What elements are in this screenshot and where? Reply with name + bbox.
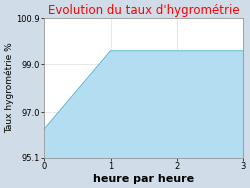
Title: Evolution du taux d'hygrométrie: Evolution du taux d'hygrométrie — [48, 4, 240, 17]
X-axis label: heure par heure: heure par heure — [93, 174, 194, 184]
Y-axis label: Taux hygrométrie %: Taux hygrométrie % — [4, 43, 14, 133]
